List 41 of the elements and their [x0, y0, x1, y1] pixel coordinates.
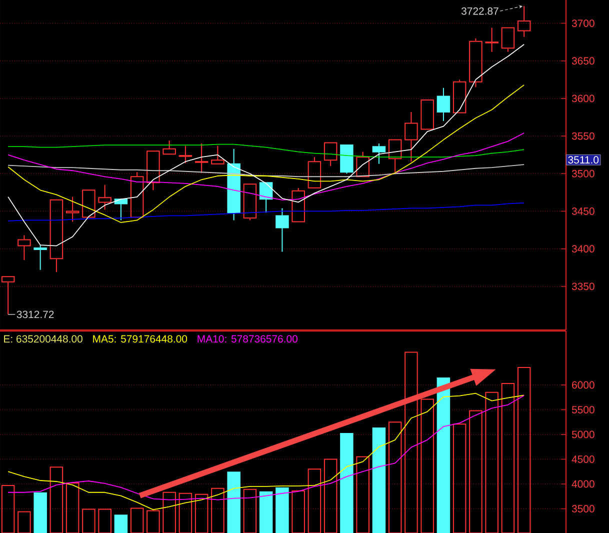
- y-tick-label: 5000: [572, 430, 594, 438]
- y-tick-label: 4500: [572, 456, 594, 463]
- candlestick: [194, 143, 208, 174]
- candlestick: [485, 27, 498, 52]
- y-tick-label: 3500: [572, 505, 594, 512]
- annotation: 3722.87: [461, 7, 498, 15]
- candlestick: [146, 150, 160, 191]
- y-tick-label: 4000: [572, 480, 594, 488]
- y-tick-label: 3600: [572, 94, 594, 102]
- candlestick: [227, 148, 240, 221]
- text: 3511.0: [568, 156, 599, 164]
- candlestick: [34, 244, 47, 270]
- y-tick-label: 3400: [572, 245, 594, 253]
- candlestick: [82, 190, 96, 218]
- candlestick: [420, 99, 434, 130]
- candlestick: [388, 139, 402, 173]
- text: MA10: 578736576.00: [198, 335, 298, 343]
- y-tick-label: 3500: [572, 170, 594, 178]
- y-tick-label: 3650: [572, 57, 594, 65]
- candlestick: [404, 111, 418, 162]
- y-tick-label: 5500: [572, 406, 594, 414]
- candlestick: [1, 276, 15, 315]
- candlestick: [211, 145, 224, 164]
- y-tick-label: 3700: [572, 20, 594, 27]
- candlestick: [98, 184, 112, 210]
- y-tick-label: 3350: [572, 282, 594, 290]
- y-tick-label: 6000: [572, 381, 594, 389]
- annotation: E: 635200448.00: [4, 335, 82, 343]
- y-tick-label: 3550: [572, 132, 594, 140]
- candlestick: [501, 27, 515, 52]
- text: MA5: 579176448.00: [93, 335, 188, 343]
- annotation: 3312.72: [16, 310, 54, 318]
- candlestick: [372, 143, 386, 164]
- candlestick: [50, 199, 64, 273]
- candlestick: [66, 196, 80, 222]
- y-tick-label: 3450: [572, 208, 594, 215]
- candlestick: [178, 145, 192, 164]
- candlestick: [276, 208, 289, 252]
- candlestick: [324, 142, 338, 167]
- candlestick: [436, 87, 450, 122]
- candlestick: [18, 234, 31, 261]
